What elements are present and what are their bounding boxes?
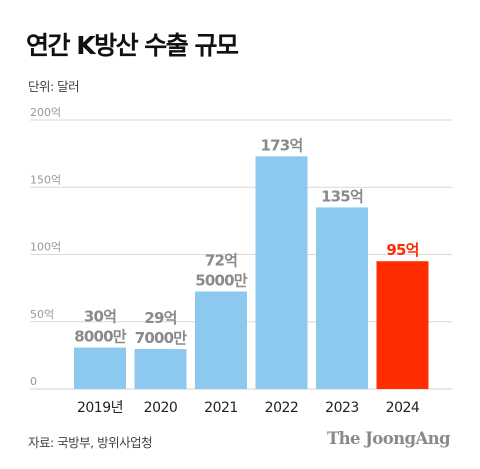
label-layer: 30억 8000만 29억 7000만 72억 5000만 173억 135억 95억 — [74, 136, 419, 347]
x-tick-label: 2019년 — [77, 400, 123, 416]
x-tick-label: 2020 — [144, 400, 178, 416]
bar — [74, 347, 126, 389]
data-label: 7000만 — [135, 329, 188, 347]
source-note: 자료: 국방부, 방위사업청 — [28, 435, 153, 450]
data-label: 173억 — [261, 136, 303, 154]
publisher-logo: The JoongAng — [326, 429, 451, 448]
x-tick-label: 2023 — [325, 400, 359, 416]
unit-label: 단위: 달러 — [28, 79, 80, 94]
y-tick-label: 100억 — [30, 241, 61, 254]
data-label: 8000만 — [74, 328, 127, 346]
bar-layer — [74, 156, 429, 389]
data-label: 135억 — [321, 187, 363, 205]
y-tick-label: 200억 — [30, 106, 61, 119]
bar — [255, 156, 308, 389]
y-tick-label: 150억 — [30, 173, 61, 186]
data-label: 29억 — [144, 309, 176, 327]
x-tick-label: 2024 — [386, 400, 420, 416]
x-axis-layer: 2019년 2020 2021 2022 2023 2024 — [77, 400, 420, 416]
bar — [134, 349, 187, 389]
y-tick-label: 0 — [30, 375, 37, 388]
data-label: 95억 — [386, 241, 418, 259]
data-label: 5000만 — [195, 271, 248, 289]
bar — [376, 261, 429, 389]
bar — [195, 291, 247, 389]
x-tick-label: 2022 — [265, 400, 299, 416]
data-label: 30억 — [84, 308, 116, 326]
data-label: 72억 — [205, 251, 237, 269]
y-tick-label: 50억 — [30, 308, 54, 321]
bar — [316, 207, 368, 389]
x-tick-label: 2021 — [204, 400, 238, 416]
chart-title: 연간 K방산 수출 규모 — [26, 31, 239, 60]
